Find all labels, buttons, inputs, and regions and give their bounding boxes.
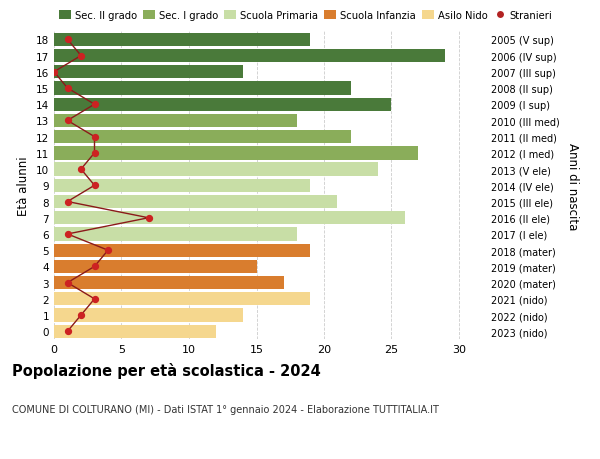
Bar bbox=[54, 34, 311, 47]
Bar bbox=[54, 163, 378, 176]
Point bbox=[103, 247, 113, 254]
Bar bbox=[54, 228, 297, 241]
Point bbox=[63, 231, 72, 238]
Point bbox=[63, 118, 72, 125]
Text: Popolazione per età scolastica - 2024: Popolazione per età scolastica - 2024 bbox=[12, 363, 321, 379]
Bar bbox=[54, 131, 351, 144]
Point bbox=[63, 198, 72, 206]
Point bbox=[76, 312, 86, 319]
Bar bbox=[54, 260, 257, 274]
Bar bbox=[54, 212, 405, 225]
Y-axis label: Età alunni: Età alunni bbox=[17, 156, 31, 216]
Text: COMUNE DI COLTURANO (MI) - Dati ISTAT 1° gennaio 2024 - Elaborazione TUTTITALIA.: COMUNE DI COLTURANO (MI) - Dati ISTAT 1°… bbox=[12, 404, 439, 414]
Point bbox=[76, 53, 86, 60]
Bar bbox=[54, 196, 337, 209]
Point bbox=[49, 69, 59, 76]
Point bbox=[90, 101, 100, 109]
Point bbox=[63, 280, 72, 287]
Bar bbox=[54, 309, 243, 322]
Bar bbox=[54, 179, 311, 192]
Bar bbox=[54, 244, 311, 257]
Point bbox=[63, 85, 72, 92]
Legend: Sec. II grado, Sec. I grado, Scuola Primaria, Scuola Infanzia, Asilo Nido, Stran: Sec. II grado, Sec. I grado, Scuola Prim… bbox=[59, 11, 553, 21]
Bar bbox=[54, 50, 445, 63]
Point bbox=[90, 134, 100, 141]
Bar bbox=[54, 98, 391, 112]
Point bbox=[63, 328, 72, 335]
Bar bbox=[54, 147, 418, 160]
Bar bbox=[54, 82, 351, 95]
Bar bbox=[54, 276, 284, 290]
Y-axis label: Anni di nascita: Anni di nascita bbox=[566, 142, 579, 230]
Point bbox=[90, 296, 100, 303]
Bar bbox=[54, 325, 216, 338]
Point bbox=[90, 182, 100, 190]
Point bbox=[63, 37, 72, 44]
Bar bbox=[54, 292, 311, 306]
Bar bbox=[54, 114, 297, 128]
Point bbox=[144, 215, 154, 222]
Point bbox=[90, 150, 100, 157]
Point bbox=[76, 166, 86, 174]
Point bbox=[90, 263, 100, 270]
Bar bbox=[54, 66, 243, 79]
